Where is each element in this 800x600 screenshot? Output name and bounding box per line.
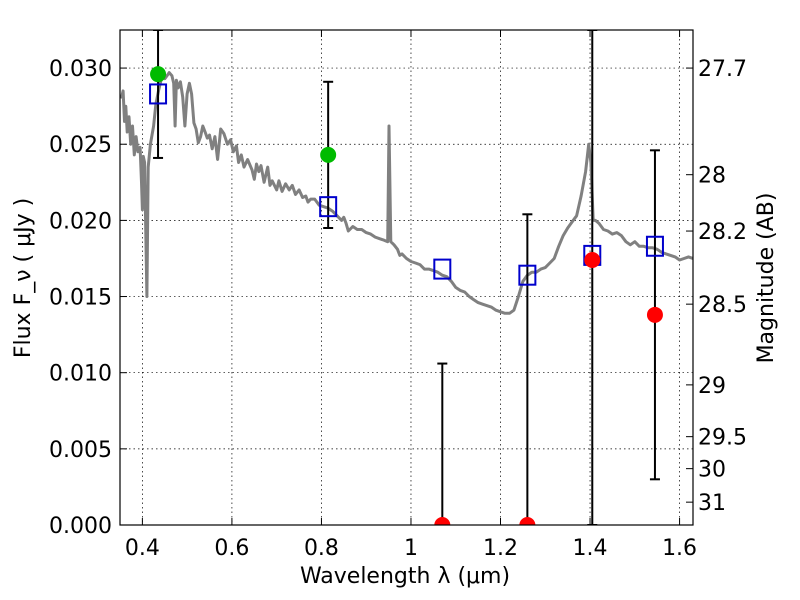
data-circle-marker xyxy=(519,517,536,525)
right-tick-label: 27.7 xyxy=(698,57,747,82)
right-tick-label: 28 xyxy=(698,164,726,189)
right-tick-label: 29 xyxy=(698,374,726,399)
y-tick-label: 0.010 xyxy=(49,362,112,387)
x-tick-label: 1 xyxy=(404,536,418,561)
x-tick-label: 1.6 xyxy=(662,536,697,561)
right-axis-label: Magnitude (AB) xyxy=(754,193,779,364)
spectrum-line xyxy=(120,71,693,315)
data-circle-marker xyxy=(434,517,451,525)
data-circle-marker xyxy=(646,306,663,323)
right-tick-label: 28.5 xyxy=(698,293,747,318)
model-square-marker xyxy=(645,235,664,257)
y-tick-label: 0.015 xyxy=(49,286,112,311)
model-square-marker xyxy=(149,83,168,105)
model-square-marker xyxy=(518,264,537,286)
x-tick-label: 0.8 xyxy=(304,536,339,561)
grid xyxy=(120,30,693,526)
data-circle-marker xyxy=(584,251,601,268)
y-tick-label: 0.000 xyxy=(49,514,112,539)
model-square-marker xyxy=(319,196,338,218)
right-tick-label: 29.5 xyxy=(698,426,747,451)
model-square-marker xyxy=(433,258,452,280)
right-tick-label: 31 xyxy=(698,491,726,516)
x-tick-label: 0.4 xyxy=(125,536,160,561)
x-tick-label: 0.6 xyxy=(214,536,249,561)
y-tick-label: 0.025 xyxy=(49,133,112,158)
y-axis-label: Flux F_ν ( μJy ) xyxy=(11,198,36,358)
plot-area xyxy=(120,30,693,525)
y-tick-label: 0.020 xyxy=(49,209,112,234)
data-circle-marker xyxy=(320,146,337,163)
x-tick-label: 1.2 xyxy=(483,536,518,561)
y-tick-label: 0.005 xyxy=(49,438,112,463)
plot-frame xyxy=(119,29,694,526)
axis-ticks: 0.4 0.6 0.8 1 1.2 1.4 1.6 0.000 0.005 0.010 0.015 0… xyxy=(49,30,747,561)
right-tick-label: 30 xyxy=(698,458,726,483)
y-tick-label: 0.030 xyxy=(49,57,112,82)
data-circle-marker xyxy=(150,66,167,83)
x-tick-label: 1.4 xyxy=(573,536,608,561)
right-tick-label: 28.2 xyxy=(698,220,747,245)
x-axis-label: Wavelength λ (μm) xyxy=(300,564,510,589)
